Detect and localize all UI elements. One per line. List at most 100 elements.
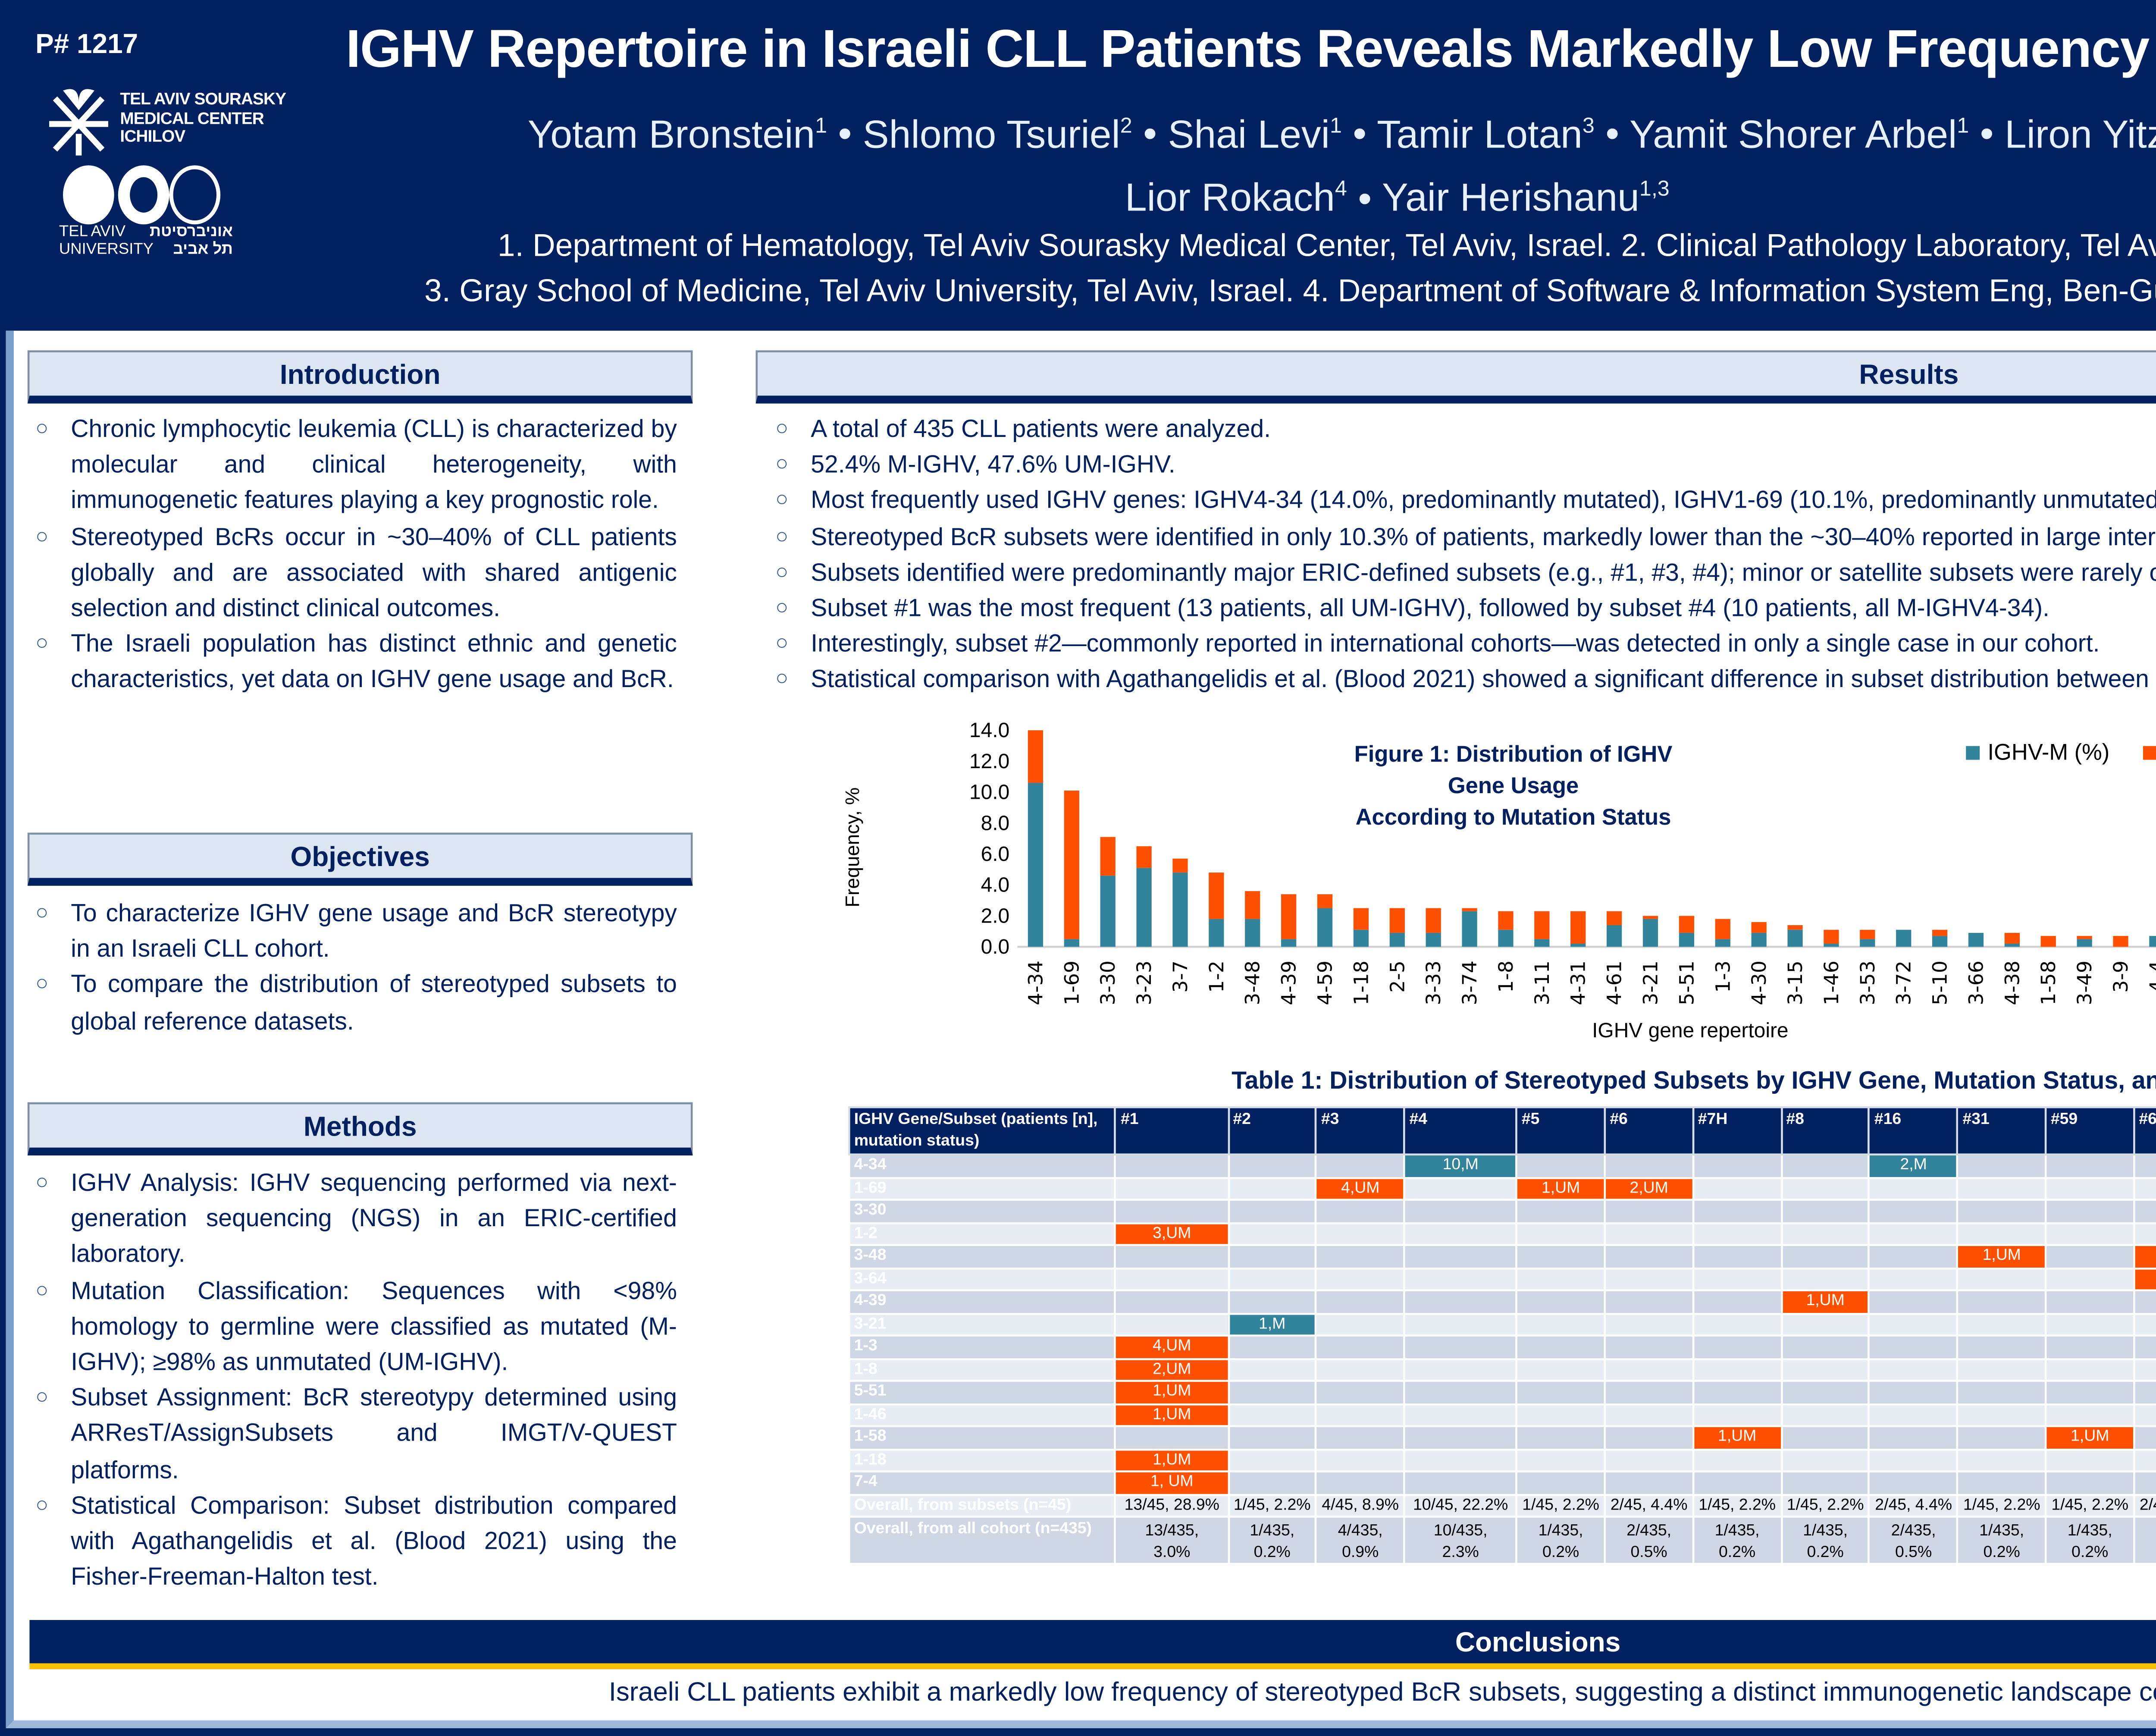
bar-m-1-3 xyxy=(1715,939,1730,947)
bar-m-1-18 xyxy=(1353,929,1369,947)
bullet-marker-icon: ○ xyxy=(775,417,789,441)
subset-cell-empty xyxy=(1692,1221,1783,1246)
bar-m-3-48 xyxy=(1245,919,1260,947)
bullet-item: ○ A total of 435 CLL patients were analyz… xyxy=(768,411,2156,447)
author-separator: • xyxy=(1594,113,1630,157)
subset-cell-empty xyxy=(1315,1221,1406,1246)
subset-cell-empty xyxy=(1315,1244,1406,1269)
subset-cell-empty xyxy=(1227,1470,1317,1495)
subset-cell-filled: 1,M xyxy=(1227,1312,1317,1337)
row-header-gene: 1-8 xyxy=(848,1357,1117,1382)
author-name: Yotam Bronstein1 xyxy=(527,113,827,157)
author-affiliation-mark: 4 xyxy=(1335,178,1347,202)
subset-cell-empty xyxy=(1780,1153,1871,1178)
subset-cell-empty xyxy=(1315,1289,1406,1314)
bar-um-5-51 xyxy=(1679,916,1695,933)
row-header-gene: 1-46 xyxy=(848,1402,1117,1427)
subset-cell-filled: 1,UM xyxy=(1516,1176,1606,1201)
x-tick-label: 3-15 xyxy=(1784,961,1807,1005)
x-tick-label: 1-2 xyxy=(1205,961,1228,993)
subset-cell-empty xyxy=(1604,1470,1694,1495)
subset-cell-empty xyxy=(1868,1176,1959,1201)
x-tick-label: 1-3 xyxy=(1711,961,1734,993)
subset-cell-empty xyxy=(1115,1153,1229,1178)
subset-cell-empty xyxy=(1403,1266,1518,1291)
bar-um-1-69 xyxy=(1064,791,1079,939)
row-header-gene: 3-64 xyxy=(848,1266,1117,1291)
table-row: 1-82,UM2/10, 20.0%2/45, 4.4%2/435, 0.5% xyxy=(848,1357,2156,1382)
subset-cell-empty xyxy=(1403,1334,1518,1359)
subset-cell-empty xyxy=(2045,1244,2135,1269)
overall-cohort-cell: 1/435,0.2% xyxy=(1516,1516,1606,1565)
bullet-item: ○ To characterize IGHV gene usage and BcR… xyxy=(28,896,677,967)
y-tick-label: 4.0 xyxy=(981,874,1010,897)
subset-cell-empty xyxy=(2133,1357,2156,1382)
subset-cell-empty xyxy=(1227,1402,1317,1427)
subset-cell-empty xyxy=(1403,1312,1518,1337)
table-row: 1-694,UM1,UM2,UM7/44, 15.9%7/45, 15.6%7/… xyxy=(848,1176,2156,1201)
subset-cell-empty xyxy=(1780,1357,1871,1382)
bullet-item: ○ Subset #1 was the most frequent (13 pat… xyxy=(768,590,2156,626)
author-affiliation-mark: 1 xyxy=(1957,114,1969,138)
x-tick-label: 3-66 xyxy=(1965,961,1987,1005)
bar-um-3-11 xyxy=(1534,911,1550,939)
author-affiliation-mark: 3 xyxy=(1582,114,1595,138)
overall-cohort-cell: 4/435, 0.9% xyxy=(1315,1516,1406,1565)
bar-m-1-8 xyxy=(1498,929,1514,947)
x-tick-label: 5-10 xyxy=(1929,961,1952,1005)
column-header-subset: #1 xyxy=(1115,1106,1229,1155)
subset-cell-filled: 1, UM xyxy=(1115,1470,1229,1495)
x-tick-label: 3-9 xyxy=(2109,961,2132,993)
bar-um-5-10 xyxy=(1932,929,1948,936)
table-row: 1-461,UM1/5, 20.0%1/45, 2.2%1/435, 0.2% xyxy=(848,1402,2156,1427)
author-separator: • xyxy=(1132,113,1168,157)
x-tick-label: 1-58 xyxy=(2037,961,2060,1005)
subset-cell-empty xyxy=(1227,1153,1317,1178)
table-row: 1-34,UM1,UM5/8, 62.5%5/45, 11.1%5/435, 1… xyxy=(848,1334,2156,1359)
subset-cell-empty xyxy=(1692,1357,1783,1382)
subset-cell-filled: 1,UM xyxy=(2133,1244,2156,1269)
bullet-marker-icon: ○ xyxy=(775,524,789,549)
overall-subsets-cell: 2/45, 4.4% xyxy=(1868,1493,1959,1518)
introduction-list: ○ Chronic lymphocytic leukemia (CLL) is c… xyxy=(28,411,677,698)
author-list: Yotam Bronstein1 • Shlomo Tsuriel2 • Sha… xyxy=(354,98,2156,227)
subset-cell-empty xyxy=(1780,1447,1871,1472)
x-tick-label: 4-4 xyxy=(2146,961,2156,993)
subset-cell-empty xyxy=(1868,1334,1959,1359)
legend-swatch-um xyxy=(2143,747,2156,761)
subset-cell-empty xyxy=(1604,1402,1694,1427)
tau-circle-icon xyxy=(63,165,114,225)
bullet-marker-icon: ○ xyxy=(35,1171,49,1195)
column-header-subset: #31 xyxy=(1956,1106,2047,1155)
overall-cohort-cell: 2/435, 0.5% xyxy=(1604,1516,1694,1565)
bar-m-1-69 xyxy=(1064,939,1079,947)
bar-m-3-74 xyxy=(1462,911,1477,947)
x-tick-label: 3-72 xyxy=(1893,961,1915,1005)
subset-cell-empty xyxy=(1604,1447,1694,1472)
row-header-gene: 3-21 xyxy=(848,1312,1117,1337)
overall-cohort-cell: 1/435,0.2% xyxy=(1692,1516,1783,1565)
subset-cell-empty xyxy=(1115,1289,1229,1314)
x-tick-label: 4-30 xyxy=(1748,961,1771,1005)
subset-cell-empty xyxy=(1956,1289,2047,1314)
subset-cell-empty xyxy=(1604,1334,1694,1359)
bar-um-3-21 xyxy=(1642,916,1658,919)
subset-cell-empty xyxy=(1516,1289,1606,1314)
subset-cell-empty xyxy=(1868,1402,1959,1427)
overall-cohort-cell: 10/435, 2.3% xyxy=(1403,1516,1518,1565)
overall-subsets-cell: 1/45, 2.2% xyxy=(1956,1493,2047,1518)
subset-cell-empty xyxy=(1692,1266,1783,1291)
subset-cell-filled: 2,M xyxy=(1868,1153,1959,1178)
subset-cell-empty xyxy=(1115,1312,1229,1337)
subset-cell-empty xyxy=(1956,1402,2047,1427)
subset-cell-empty xyxy=(1403,1244,1518,1269)
methods-heading: Methods xyxy=(27,1102,693,1155)
subset-cell-empty xyxy=(1956,1470,2047,1495)
subset-cell-empty xyxy=(1868,1221,1959,1246)
subset-cell-filled: 1,UM xyxy=(1115,1380,1229,1405)
bullet-marker-icon: ○ xyxy=(775,489,789,513)
subset-cell-empty xyxy=(1956,1357,2047,1382)
y-tick-label: 10.0 xyxy=(969,781,1009,804)
subset-cell-empty xyxy=(1692,1312,1783,1337)
